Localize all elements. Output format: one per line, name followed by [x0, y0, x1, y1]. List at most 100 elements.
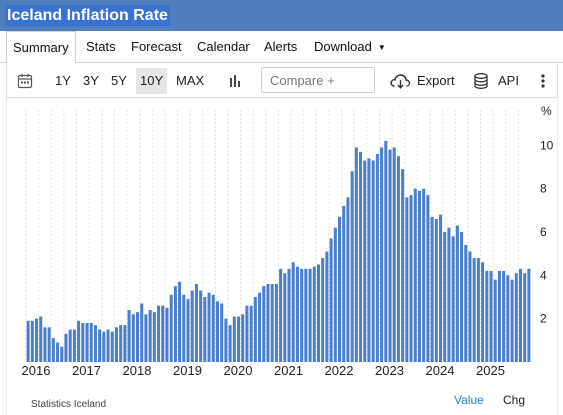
- range-3y-button[interactable]: 3Y: [83, 73, 99, 88]
- bar[interactable]: [405, 197, 409, 362]
- bar[interactable]: [460, 232, 464, 362]
- range-10y-button[interactable]: 10Y: [136, 68, 168, 94]
- tab-download[interactable]: Download ▼: [314, 31, 386, 63]
- bar[interactable]: [270, 284, 274, 362]
- bar[interactable]: [489, 271, 493, 362]
- range-1y-button[interactable]: 1Y: [55, 73, 71, 88]
- bar[interactable]: [308, 268, 312, 362]
- bar[interactable]: [514, 273, 518, 362]
- range-5y-button[interactable]: 5Y: [111, 73, 127, 88]
- bar[interactable]: [439, 214, 443, 362]
- bar[interactable]: [312, 266, 316, 362]
- bar[interactable]: [274, 284, 278, 362]
- bar[interactable]: [64, 333, 68, 362]
- bar[interactable]: [266, 284, 270, 362]
- bar[interactable]: [26, 320, 30, 362]
- bar[interactable]: [304, 268, 308, 362]
- bar[interactable]: [190, 290, 194, 363]
- bar[interactable]: [392, 147, 396, 363]
- export-button[interactable]: Export: [417, 73, 455, 88]
- bar[interactable]: [333, 227, 337, 362]
- bar[interactable]: [77, 320, 81, 362]
- range-max-button[interactable]: MAX: [176, 73, 205, 88]
- bar[interactable]: [464, 245, 468, 362]
- bar[interactable]: [481, 262, 485, 362]
- bar[interactable]: [262, 286, 266, 362]
- bar[interactable]: [161, 305, 165, 362]
- bar[interactable]: [232, 316, 236, 363]
- bar[interactable]: [371, 160, 375, 363]
- bar[interactable]: [211, 294, 215, 362]
- bar[interactable]: [329, 238, 333, 363]
- bar[interactable]: [346, 197, 350, 362]
- bar[interactable]: [493, 279, 497, 362]
- bar[interactable]: [388, 149, 392, 362]
- bar[interactable]: [215, 301, 219, 362]
- bar[interactable]: [60, 346, 64, 362]
- bar[interactable]: [342, 206, 346, 362]
- bar[interactable]: [485, 271, 489, 362]
- bar[interactable]: [245, 305, 249, 362]
- bar[interactable]: [287, 268, 291, 362]
- bar[interactable]: [523, 273, 527, 362]
- bar[interactable]: [506, 275, 510, 362]
- bar[interactable]: [68, 329, 72, 363]
- bar[interactable]: [502, 271, 506, 362]
- tab-forecast[interactable]: Forecast: [131, 39, 182, 54]
- bar[interactable]: [114, 327, 118, 362]
- bar[interactable]: [241, 314, 245, 362]
- bar[interactable]: [173, 286, 177, 362]
- bar[interactable]: [430, 216, 434, 362]
- bar[interactable]: [249, 305, 253, 362]
- bar[interactable]: [359, 151, 363, 362]
- bar[interactable]: [476, 258, 480, 362]
- bar[interactable]: [363, 160, 367, 363]
- database-icon[interactable]: [473, 72, 489, 90]
- bar[interactable]: [253, 297, 257, 362]
- api-button[interactable]: API: [498, 73, 519, 88]
- tab-alerts[interactable]: Alerts: [264, 39, 298, 54]
- bar[interactable]: [186, 299, 190, 362]
- bar[interactable]: [283, 273, 287, 362]
- bar[interactable]: [85, 323, 89, 362]
- bar[interactable]: [203, 297, 207, 362]
- calendar-icon[interactable]: [17, 73, 33, 89]
- bar[interactable]: [56, 342, 60, 363]
- bar[interactable]: [426, 195, 430, 362]
- bar[interactable]: [152, 312, 156, 362]
- bar[interactable]: [417, 190, 421, 362]
- bar[interactable]: [178, 281, 182, 362]
- bar[interactable]: [321, 258, 325, 362]
- value-toggle[interactable]: Value: [454, 393, 484, 407]
- bar[interactable]: [380, 147, 384, 363]
- bar[interactable]: [384, 141, 388, 362]
- bar[interactable]: [140, 303, 144, 363]
- bar[interactable]: [72, 329, 76, 363]
- bar[interactable]: [396, 156, 400, 362]
- bar[interactable]: [148, 310, 152, 362]
- bar[interactable]: [291, 262, 295, 362]
- bar[interactable]: [338, 216, 342, 362]
- bar[interactable]: [136, 312, 140, 362]
- tab-stats[interactable]: Stats: [86, 39, 116, 54]
- bar[interactable]: [325, 251, 329, 363]
- bar[interactable]: [127, 310, 131, 362]
- bar[interactable]: [300, 268, 304, 362]
- bar[interactable]: [144, 314, 148, 362]
- tab-calendar[interactable]: Calendar: [197, 39, 250, 54]
- bar[interactable]: [237, 316, 241, 363]
- bar[interactable]: [228, 325, 232, 362]
- bar[interactable]: [443, 232, 447, 362]
- bar[interactable]: [375, 154, 379, 362]
- bar[interactable]: [157, 305, 161, 362]
- bar[interactable]: [472, 258, 476, 362]
- bar[interactable]: [468, 251, 472, 363]
- bar[interactable]: [169, 294, 173, 362]
- bar[interactable]: [110, 331, 114, 362]
- bar[interactable]: [30, 320, 34, 362]
- bar[interactable]: [131, 314, 135, 362]
- more-vertical-icon[interactable]: [539, 73, 547, 89]
- bar[interactable]: [367, 158, 371, 362]
- bar-chart-icon[interactable]: [227, 73, 243, 89]
- tab-summary[interactable]: Summary: [6, 31, 76, 64]
